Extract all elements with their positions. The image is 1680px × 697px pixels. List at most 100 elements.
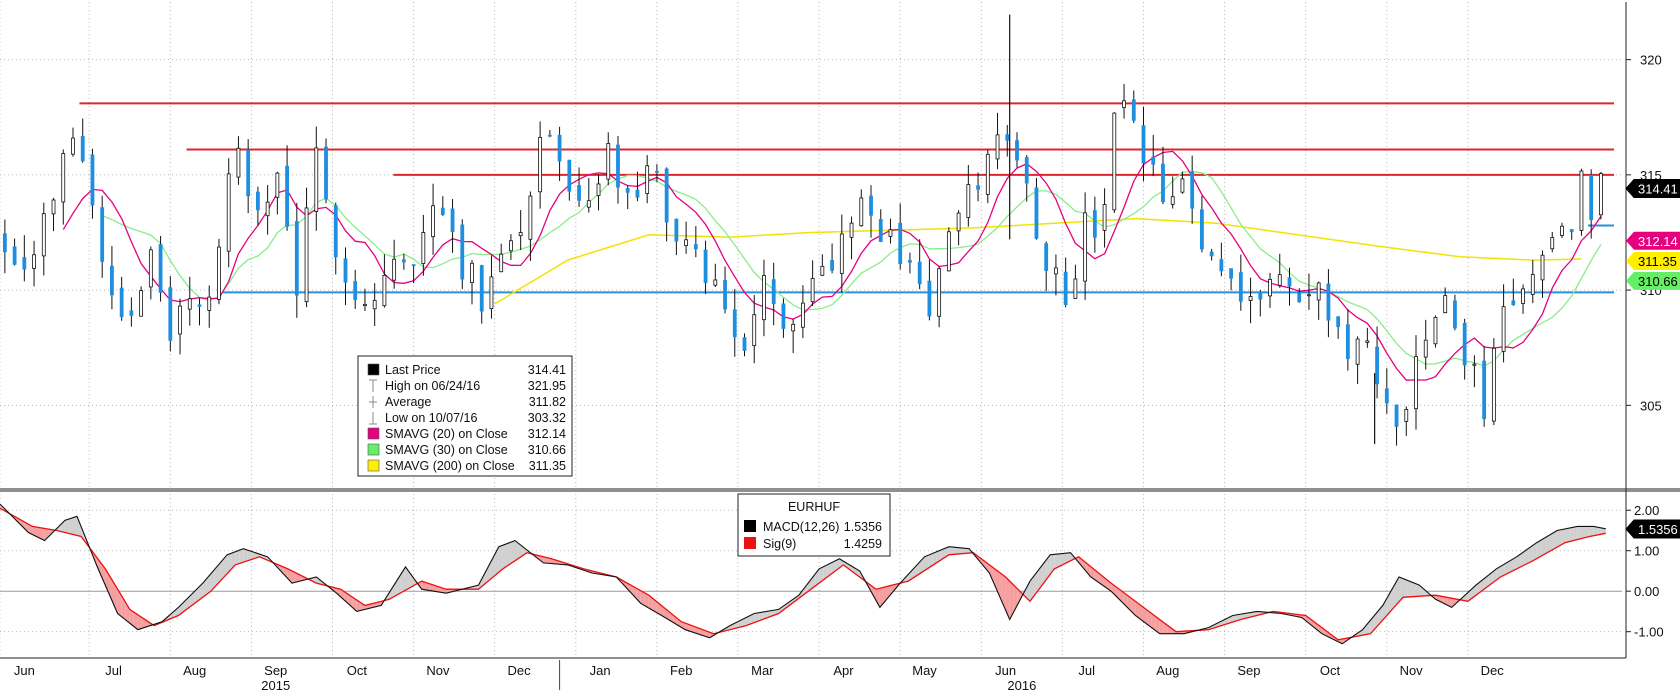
macd-diff-fill: [202, 578, 207, 598]
candle-body: [246, 149, 251, 197]
macd-diff-fill: [1484, 575, 1489, 590]
macd-diff-fill: [782, 603, 787, 611]
candle-body: [1443, 295, 1448, 314]
candle-body: [304, 207, 309, 303]
month-label: Feb: [670, 663, 692, 678]
macd-grid: [0, 509, 1622, 633]
legend-label: SMAVG (30) on Close: [385, 443, 508, 457]
macd-diff-fill: [1025, 581, 1030, 602]
candle-body: [1200, 209, 1204, 250]
macd-legend-value: 1.5356: [844, 520, 882, 534]
macd-diff-fill: [758, 612, 763, 622]
candle-body: [275, 172, 280, 198]
candle-body: [1404, 409, 1409, 422]
candle-body: [1491, 347, 1496, 422]
macd-diff-fill: [356, 600, 361, 612]
candle-body: [1579, 170, 1584, 231]
macd-diff-fill: [928, 553, 933, 568]
macd-diff-fill: [1135, 601, 1140, 619]
macd-diff-fill: [231, 551, 236, 570]
macd-diff-fill: [1500, 564, 1505, 577]
candle-body: [917, 261, 922, 285]
candle-body: [1277, 274, 1282, 286]
value-tag: 312.14: [1626, 231, 1680, 250]
candle-body: [830, 259, 834, 271]
candle-body: [586, 200, 591, 208]
candle-body: [820, 265, 825, 276]
macd-diff-fill: [888, 585, 893, 598]
candle-body: [1336, 316, 1341, 328]
candle-body: [207, 296, 212, 311]
candle-body: [674, 218, 679, 242]
macd-diff-fill: [1362, 624, 1367, 636]
candle-body: [12, 246, 17, 265]
candle-body: [625, 188, 630, 193]
macd-diff-fill: [1374, 610, 1379, 630]
legend-value: 321.95: [528, 379, 566, 393]
candle-body: [363, 303, 367, 307]
macd-diff-fill: [393, 579, 398, 597]
candle-body: [1375, 346, 1379, 385]
candle-body: [791, 323, 796, 332]
macd-diff-fill: [644, 593, 649, 609]
macd-diff-fill: [129, 609, 134, 627]
candle-body: [966, 184, 971, 218]
month-label: Jul: [1078, 663, 1095, 678]
candle-body: [985, 153, 990, 195]
month-label: Sep: [1237, 663, 1260, 678]
macd-diff-fill: [1569, 527, 1574, 542]
candle-body: [401, 259, 406, 263]
candle-body: [499, 253, 504, 273]
macd-diff-fill: [539, 555, 544, 563]
candle-body: [1297, 292, 1302, 303]
macd-diff-fill: [223, 554, 228, 578]
macd-diff-fill: [1378, 605, 1383, 625]
legend-swatch: [367, 363, 380, 376]
legend-label: Last Price: [385, 363, 441, 377]
macd-diff-fill: [1528, 545, 1533, 563]
macd-diff-fill: [827, 562, 832, 577]
macd-diff-fill: [279, 565, 284, 575]
candle-body: [937, 268, 942, 317]
candle-body: [353, 281, 358, 300]
month-label: Mar: [751, 663, 774, 678]
legend-value: 311.82: [529, 395, 566, 409]
macd-diff-fill: [961, 547, 966, 554]
macd-diff-fill: [515, 540, 519, 561]
candle-body: [781, 303, 786, 329]
candle-body: [655, 170, 659, 173]
macd-diff-fill: [1492, 568, 1497, 584]
macd-diff-fill: [1508, 559, 1513, 573]
macd-legend: EURHUF MACD(12,26) 1.5356 Sig(9) 1.4259: [737, 493, 891, 557]
candle-body: [1141, 125, 1146, 164]
macd-diff-fill: [1240, 613, 1245, 620]
candle-body: [509, 240, 513, 252]
macd-diff-fill: [701, 629, 706, 637]
macd-diff-fill: [1005, 577, 1010, 620]
legend-marker-icon: [369, 396, 377, 408]
macd-diff-fill: [1232, 614, 1237, 623]
macd-diff-fill: [1585, 526, 1590, 538]
candles: [2, 14, 1603, 446]
candle-body: [1472, 363, 1477, 366]
macd-diff-fill: [932, 551, 937, 566]
candle-body: [732, 309, 737, 338]
candle-body: [1482, 360, 1487, 420]
macd-diff-fill: [101, 563, 106, 586]
macd-diff-fill: [742, 617, 747, 627]
macd-diff-fill: [1593, 526, 1598, 536]
candle-body: [606, 143, 611, 180]
macd-diff-fill: [1030, 575, 1034, 602]
legend-swatch: [367, 443, 380, 456]
macd-diff-fill: [1423, 588, 1428, 596]
macd-diff-fill: [1167, 625, 1172, 634]
macd-diff-fill: [1127, 595, 1132, 612]
legend-value: 314.41: [528, 363, 566, 377]
macd-diff-fill: [1366, 619, 1371, 635]
candle-body: [752, 314, 757, 347]
candle-body: [1131, 99, 1136, 121]
macd-diff-fill: [1516, 553, 1521, 569]
macd-diff-fill: [689, 624, 694, 633]
candle-body: [645, 165, 650, 194]
